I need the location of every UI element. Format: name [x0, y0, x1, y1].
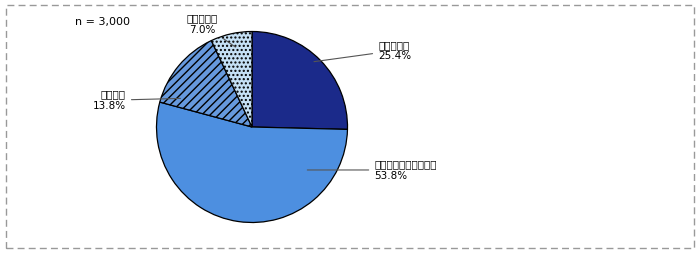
Wedge shape	[160, 41, 252, 127]
Text: なんとなく知っている
53.8%: なんとなく知っている 53.8%	[307, 159, 437, 181]
Wedge shape	[211, 31, 252, 127]
Text: 知っている
25.4%: 知っている 25.4%	[314, 40, 411, 62]
Text: n = 3,000: n = 3,000	[76, 17, 130, 27]
Wedge shape	[157, 102, 347, 223]
Wedge shape	[252, 31, 347, 129]
Text: わからない
7.0%: わからない 7.0%	[187, 13, 235, 47]
Text: 知らない
13.8%: 知らない 13.8%	[93, 89, 181, 111]
